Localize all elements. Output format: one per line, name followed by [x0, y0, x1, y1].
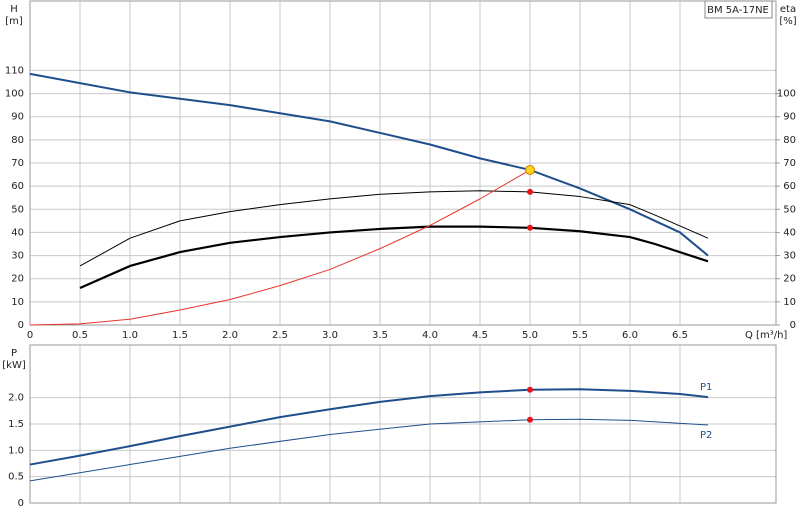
y-tick-label: 80	[11, 135, 24, 146]
y-tick-label: 0	[18, 498, 24, 509]
y2-tick-label: 20	[783, 274, 796, 285]
x-tick-label: 0	[27, 330, 33, 341]
y-tick-label: 0	[18, 320, 24, 331]
x-tick-label: 4.0	[422, 330, 438, 341]
model-box	[704, 0, 773, 19]
y2-tick-label: 30	[783, 251, 796, 262]
x-tick-label: 0.5	[72, 330, 88, 341]
y-tick-label: 30	[11, 251, 24, 262]
y-tick-label: 100	[5, 89, 24, 100]
y-tick-label: 2.0	[8, 393, 24, 404]
y-tick-label: 90	[11, 112, 24, 123]
y-tick-label: 60	[11, 181, 24, 192]
x-tick-label: 6.0	[622, 330, 638, 341]
y2-tick-label: 40	[783, 227, 796, 238]
operating-point	[527, 386, 533, 393]
y2-tick-label: 0	[790, 320, 796, 331]
plot-frame	[29, 0, 777, 326]
y-tick-label: 70	[11, 158, 24, 169]
y2-axis-label: eta	[780, 4, 796, 15]
operating-point	[525, 164, 535, 175]
y-tick-label: 1.5	[8, 419, 24, 430]
x-tick-label: 1.5	[172, 330, 188, 341]
y2-tick-label: 100	[777, 89, 796, 100]
y2-tick-label: 90	[783, 112, 796, 123]
y-tick-label: 50	[11, 204, 24, 215]
y-tick-label: 10	[11, 297, 24, 308]
model-label: BM 5A-17NE	[707, 5, 769, 16]
curve	[29, 169, 531, 326]
y-axis-unit: [m]	[5, 16, 23, 27]
x-tick-label: 3.0	[322, 330, 338, 341]
y2-tick-label: 50	[783, 204, 796, 215]
y2-tick-label: 10	[783, 297, 796, 308]
x-tick-label: 2.0	[222, 330, 238, 341]
y2-tick-label: 70	[783, 158, 796, 169]
x-tick-label: 2.5	[272, 330, 288, 341]
legend-label: P1	[700, 382, 712, 393]
y-axis-label: H	[10, 4, 18, 15]
x-tick-label: 4.5	[472, 330, 488, 341]
x-tick-label: 1.0	[122, 330, 138, 341]
curve	[29, 418, 709, 482]
curve	[79, 225, 709, 289]
y-axis-unit: [kW]	[2, 360, 26, 371]
y-tick-label: 40	[11, 227, 24, 238]
operating-point	[527, 416, 533, 423]
curve	[29, 72, 709, 257]
plot-frame	[29, 344, 777, 504]
operating-point	[527, 188, 533, 195]
x-tick-label: 6.5	[672, 330, 688, 341]
legend-label: P2	[700, 430, 712, 441]
y-tick-label: 20	[11, 274, 24, 285]
y-tick-label: 110	[5, 65, 24, 76]
y2-tick-label: 80	[783, 135, 796, 146]
y-axis-label: P	[11, 348, 17, 359]
y-tick-label: 0.5	[8, 472, 24, 483]
curve	[29, 388, 709, 466]
x-axis-label: Q [m³/h]	[745, 330, 787, 341]
curve	[79, 190, 709, 267]
operating-point	[527, 224, 533, 231]
y2-tick-label: 60	[783, 181, 796, 192]
x-tick-label: 3.5	[372, 330, 388, 341]
x-tick-label: 5.0	[522, 330, 538, 341]
y-tick-label: 1.0	[8, 445, 24, 456]
y2-axis-unit: [%]	[779, 16, 796, 27]
x-tick-label: 5.5	[572, 330, 588, 341]
